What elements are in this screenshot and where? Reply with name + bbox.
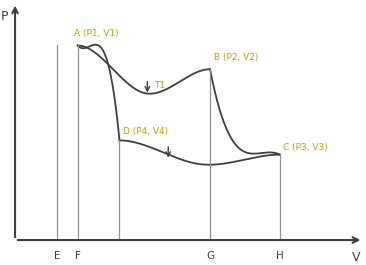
Text: G: G xyxy=(206,251,214,261)
Text: V: V xyxy=(352,251,361,264)
Text: T1: T1 xyxy=(154,81,165,90)
Text: E: E xyxy=(53,251,60,261)
Text: D (P4, V4): D (P4, V4) xyxy=(123,127,168,136)
Text: F: F xyxy=(75,251,81,261)
Text: C (P3, V3): C (P3, V3) xyxy=(283,143,328,152)
Text: H: H xyxy=(276,251,284,261)
Text: P: P xyxy=(1,10,8,23)
Text: A (P1, V1): A (P1, V1) xyxy=(74,29,119,38)
Text: B (P2, V2): B (P2, V2) xyxy=(213,53,258,62)
